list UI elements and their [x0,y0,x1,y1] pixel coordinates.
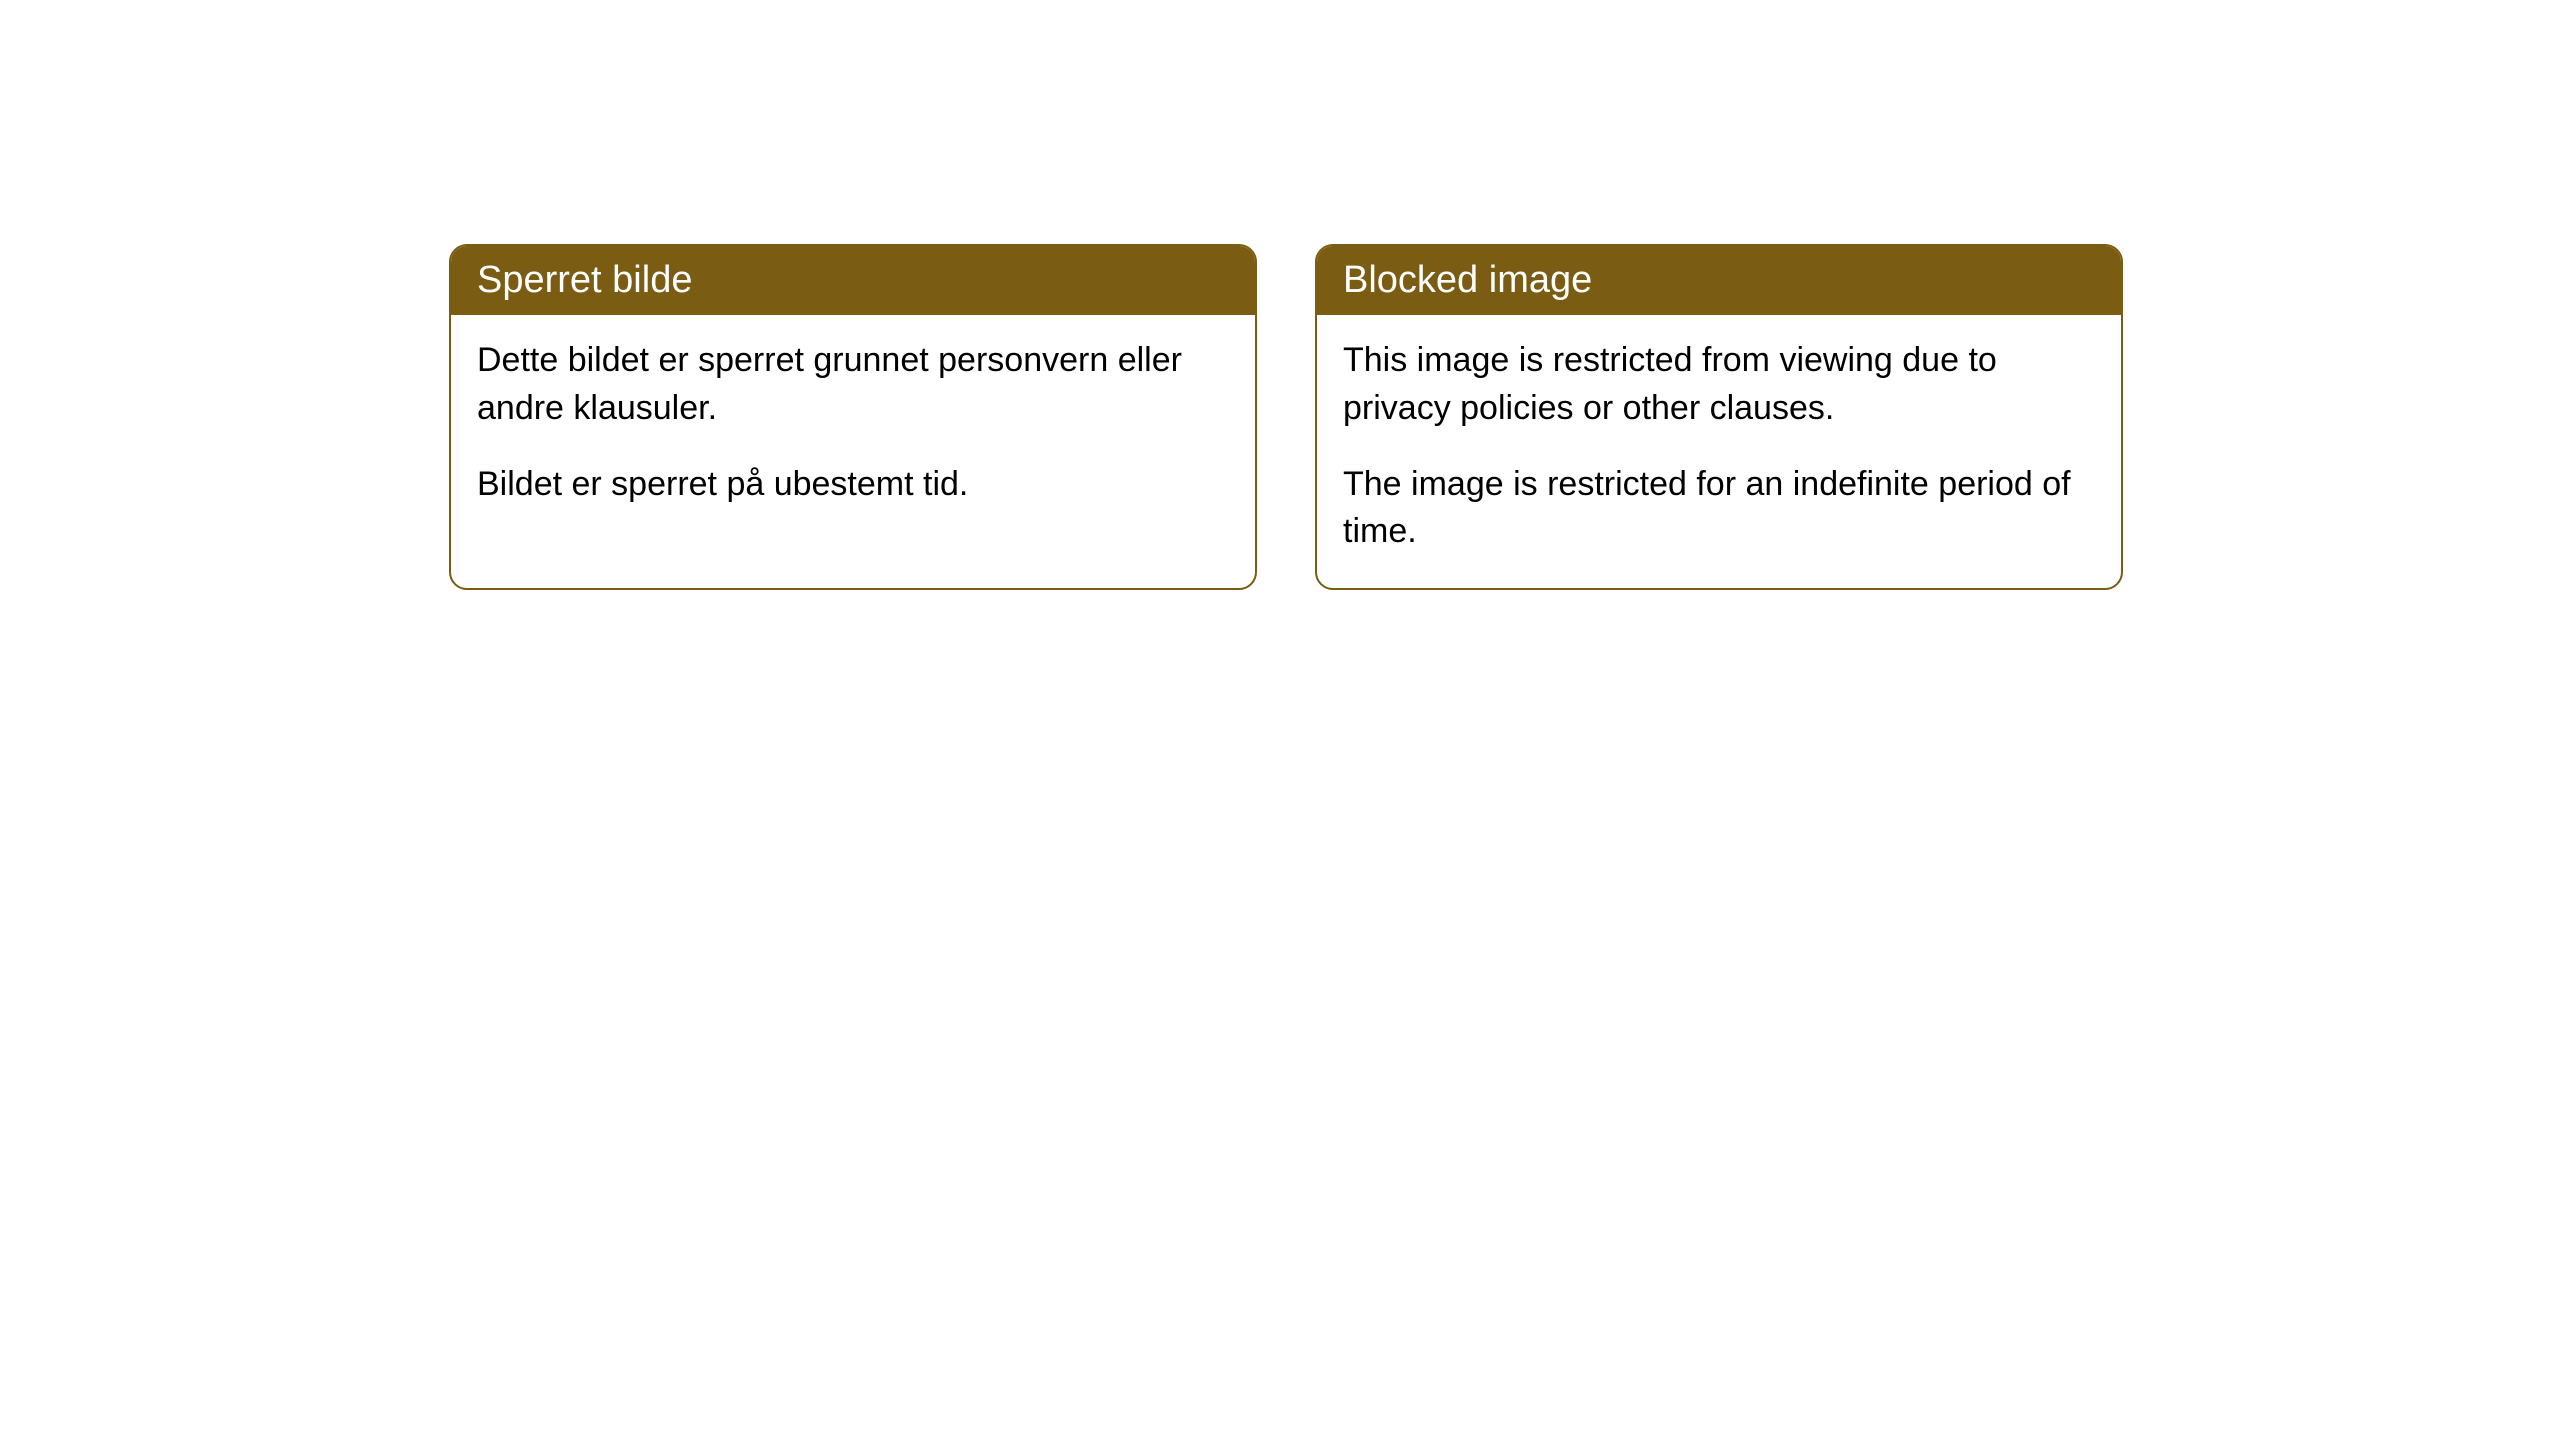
card-body-norwegian: Dette bildet er sperret grunnet personve… [451,315,1255,540]
card-english: Blocked image This image is restricted f… [1315,244,2123,590]
card-paragraph: Bildet er sperret på ubestemt tid. [477,461,1229,509]
card-header-english: Blocked image [1317,246,2121,315]
card-paragraph: This image is restricted from viewing du… [1343,337,2095,432]
card-paragraph: The image is restricted for an indefinit… [1343,461,2095,556]
cards-container: Sperret bilde Dette bildet er sperret gr… [449,244,2560,590]
card-body-english: This image is restricted from viewing du… [1317,315,2121,587]
card-header-norwegian: Sperret bilde [451,246,1255,315]
card-paragraph: Dette bildet er sperret grunnet personve… [477,337,1229,432]
card-norwegian: Sperret bilde Dette bildet er sperret gr… [449,244,1257,590]
